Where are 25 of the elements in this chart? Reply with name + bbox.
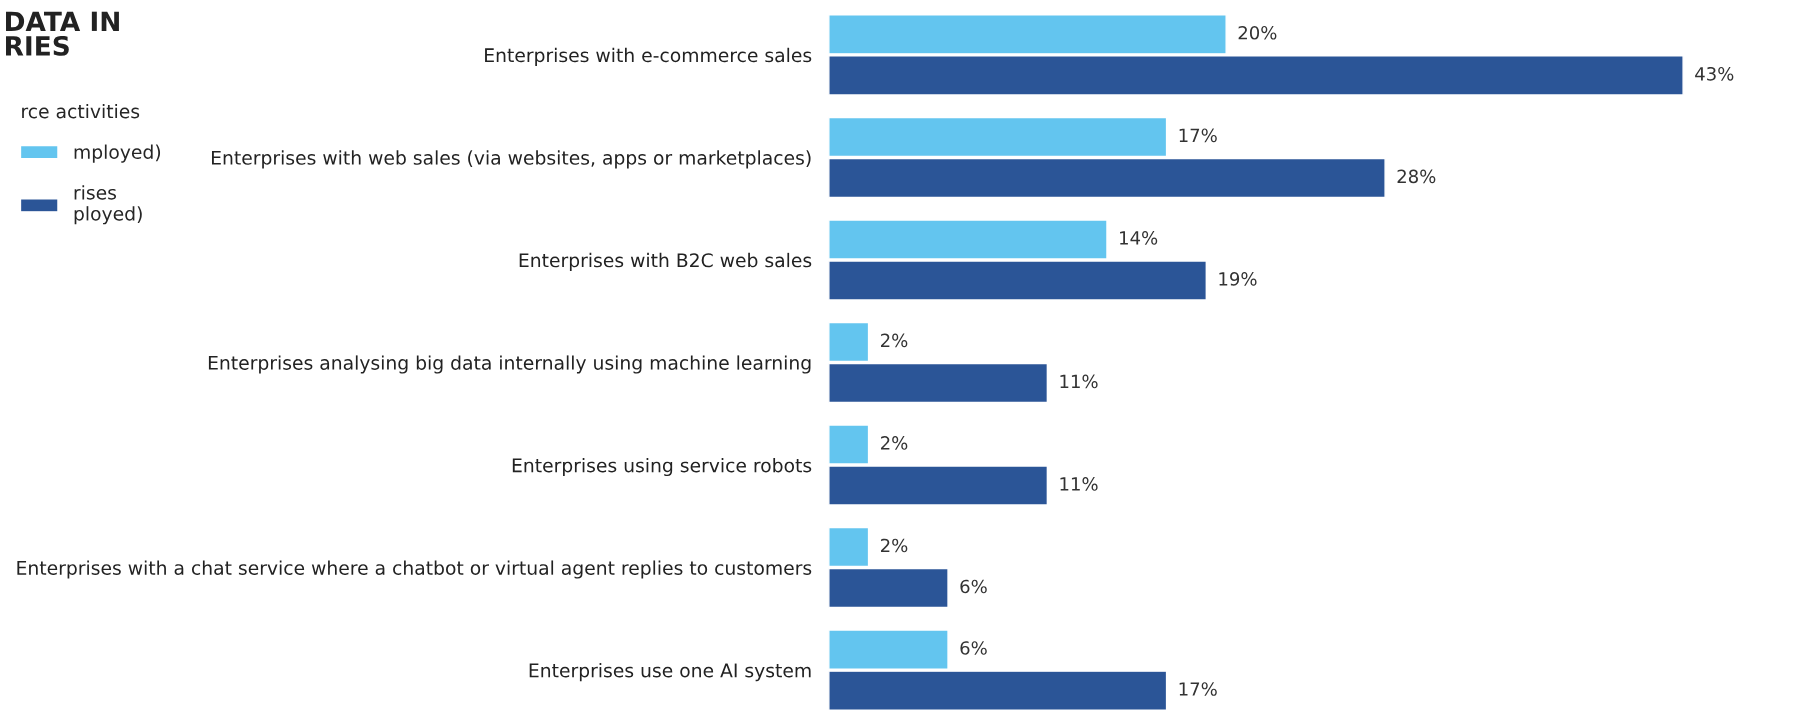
data-label: 11% <box>1060 374 1098 389</box>
data-label: 2% <box>881 333 908 348</box>
data-label: 28% <box>1397 169 1436 184</box>
text: DATA IN RIES <box>6 11 119 56</box>
y-tick-label: Enterprises with a chat service where a chatbot or virtual agent replies to customers <box>17 560 812 579</box>
data-label: 2% <box>881 436 908 450</box>
y-tick-label: Enterprises analysing big data internally using machine learning <box>208 355 811 374</box>
y-tick-label: Enterprises with e-commerce sales <box>485 47 812 66</box>
data-label: 20% <box>1238 25 1277 40</box>
y-tick-label: Enterprises use one AI system <box>529 662 811 682</box>
data-label: 2% <box>881 538 908 553</box>
data-label: 17% <box>1179 128 1217 143</box>
y-tick-label: Enterprises with web sales (via websites, apps or marketplaces) <box>212 150 811 169</box>
data-label: 19% <box>1219 272 1257 286</box>
legend-title: rce activities <box>22 103 140 119</box>
data-label: 6% <box>960 641 987 655</box>
data-label: 11% <box>1060 477 1098 491</box>
y-tick-label: Enterprises using service robots <box>512 457 812 477</box>
data-label: 6% <box>960 579 987 594</box>
y-tick-label: Enterprises with B2C web sales <box>519 252 812 271</box>
data-label: 43% <box>1695 66 1734 81</box>
data-label: 14% <box>1120 231 1158 245</box>
data-label: 17% <box>1179 682 1217 696</box>
legend-label: mployed) <box>74 144 161 163</box>
legend-label: rises ployed) <box>74 185 142 225</box>
